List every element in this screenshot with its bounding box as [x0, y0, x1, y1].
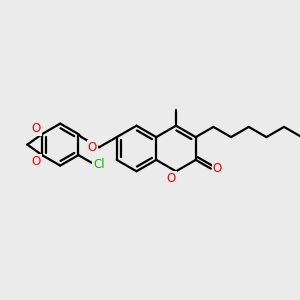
- Text: Cl: Cl: [93, 158, 104, 171]
- Text: O: O: [32, 122, 41, 135]
- Text: O: O: [88, 141, 97, 154]
- Text: O: O: [32, 154, 41, 168]
- Text: O: O: [213, 162, 222, 175]
- Text: O: O: [167, 172, 176, 185]
